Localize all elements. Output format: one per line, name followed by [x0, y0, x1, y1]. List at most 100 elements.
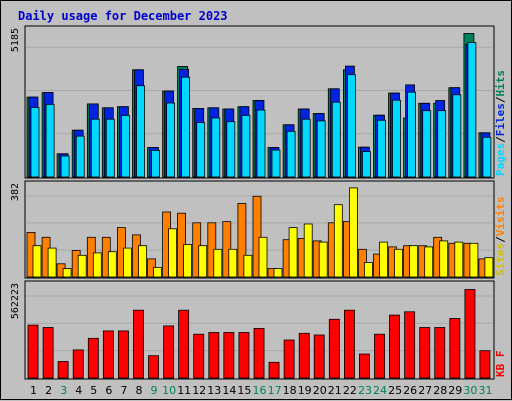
legend-separator — [494, 357, 507, 364]
bar-sites-day-16 — [258, 236, 268, 278]
bar-kb-f-day-10 — [163, 325, 175, 379]
ytick-max-visits: 382 — [10, 183, 21, 201]
bar-sites-day-22 — [348, 187, 358, 278]
bar-kb-f-day-17 — [268, 361, 280, 379]
bar-sites-day-10 — [168, 228, 178, 278]
legend-usage: Pages/Files/Hits — [494, 70, 507, 176]
bar-kb-f-day-25 — [389, 314, 400, 379]
bar-pages-day-16 — [256, 109, 266, 178]
bar-kb-f-day-20 — [313, 334, 325, 379]
legend-item-visits: Visits — [494, 197, 507, 237]
bar-sites-day-12 — [198, 245, 208, 278]
bar-pages-day-13 — [211, 117, 221, 178]
bar-sites-day-15 — [243, 254, 253, 278]
bar-pages-day-29 — [452, 94, 462, 178]
xtick-day-30: 30 — [463, 384, 477, 397]
bar-kb-f-day-16 — [253, 327, 265, 379]
bar-sites-day-4 — [77, 254, 87, 278]
bar-sites-day-6 — [107, 251, 117, 278]
bar-pages-day-20 — [316, 120, 326, 178]
legend-separator: / — [494, 136, 507, 143]
xtick-day-25: 25 — [388, 384, 402, 397]
ytick-max-kbytes: 562223 — [10, 283, 21, 319]
bar-pages-day-25 — [392, 99, 401, 178]
bar-sites-day-29 — [454, 241, 464, 278]
bar-kb-f-day-19 — [298, 332, 310, 379]
bar-pages-day-22 — [346, 74, 356, 178]
bar-sites-day-26 — [409, 245, 419, 278]
xtick-day-2: 2 — [45, 384, 52, 397]
legend-visits: Sites/Visits — [494, 197, 507, 277]
bar-pages-day-5 — [90, 118, 100, 178]
bar-sites-day-3 — [62, 268, 72, 278]
xtick-day-1: 1 — [30, 384, 37, 397]
xtick-day-24: 24 — [373, 384, 387, 397]
bar-sites-day-8 — [138, 245, 147, 278]
xtick-day-19: 19 — [298, 384, 312, 397]
bar-kb-f-day-7 — [118, 330, 129, 379]
bar-pages-day-1 — [30, 107, 40, 178]
xtick-day-22: 22 — [343, 384, 357, 397]
bar-pages-day-24 — [377, 119, 386, 178]
xtick-day-20: 20 — [313, 384, 327, 397]
bar-kb-f-day-1 — [27, 324, 39, 379]
ytick-max-usage: 5185 — [10, 28, 21, 52]
bar-pages-day-18 — [286, 130, 296, 178]
bar-sites-day-7 — [123, 247, 132, 278]
panel-usage: 5185 Pages/Files/Hits — [10, 25, 507, 179]
bar-sites-day-21 — [333, 204, 343, 278]
bar-pages-day-7 — [121, 115, 130, 178]
bar-kb-f-day-26 — [404, 311, 416, 379]
bar-sites-day-24 — [379, 241, 388, 278]
xtick-day-16: 16 — [253, 384, 267, 397]
bar-pages-day-10 — [166, 102, 176, 178]
bar-sites-day-5 — [92, 252, 102, 278]
bar-sites-day-25 — [394, 248, 403, 278]
bar-pages-day-26 — [407, 91, 417, 178]
xtick-day-9: 9 — [151, 384, 158, 397]
panel-border-visits — [24, 180, 495, 279]
bar-kb-f-day-11 — [178, 309, 190, 379]
bar-sites-day-27 — [424, 246, 434, 278]
bar-pages-day-14 — [226, 121, 236, 178]
bar-sites-day-11 — [183, 244, 193, 278]
bar-kb-f-day-13 — [208, 332, 220, 379]
bar-pages-day-12 — [196, 122, 206, 178]
xtick-day-5: 5 — [90, 384, 97, 397]
bar-kb-f-day-2 — [42, 327, 54, 379]
bar-kb-f-day-31 — [479, 350, 491, 379]
bar-sites-day-9 — [153, 266, 162, 278]
xtick-day-7: 7 — [120, 384, 127, 397]
xtick-day-31: 31 — [479, 384, 493, 397]
xtick-day-26: 26 — [403, 384, 417, 397]
bar-sites-day-31 — [484, 257, 494, 278]
bar-kb-f-day-28 — [434, 327, 446, 379]
bar-pages-day-19 — [301, 118, 311, 178]
xtick-day-15: 15 — [237, 384, 251, 397]
bar-kb-f-day-5 — [87, 337, 99, 379]
bar-pages-day-31 — [482, 136, 492, 178]
xtick-day-3: 3 — [60, 384, 67, 397]
bar-kb-f-day-8 — [133, 309, 144, 379]
legend-item-sites: Sites — [494, 243, 507, 276]
bar-kb-f-day-14 — [223, 332, 235, 379]
bar-sites-day-2 — [47, 247, 57, 278]
bar-kb-f-day-9 — [148, 355, 159, 379]
xtick-day-17: 17 — [268, 384, 282, 397]
panel-border-usage — [24, 25, 495, 179]
bar-kb-f-day-22 — [343, 309, 355, 379]
xtick-day-6: 6 — [105, 384, 112, 397]
legend-separator: / — [494, 236, 507, 243]
bar-pages-day-23 — [361, 151, 371, 178]
xtick-day-29: 29 — [448, 384, 462, 397]
bar-sites-day-17 — [273, 268, 283, 278]
bar-kb-f-day-15 — [238, 332, 250, 379]
legend-item-kb: KB — [494, 363, 507, 377]
legend-item-pages: Pages — [494, 143, 507, 176]
bar-sites-day-23 — [363, 262, 373, 278]
legend-kbytes: KB F — [494, 351, 507, 378]
bar-kb-f-day-12 — [193, 333, 205, 379]
bar-pages-day-6 — [105, 118, 115, 178]
chart-title: Daily usage for December 2023 — [18, 9, 228, 23]
xtick-day-13: 13 — [207, 384, 221, 397]
